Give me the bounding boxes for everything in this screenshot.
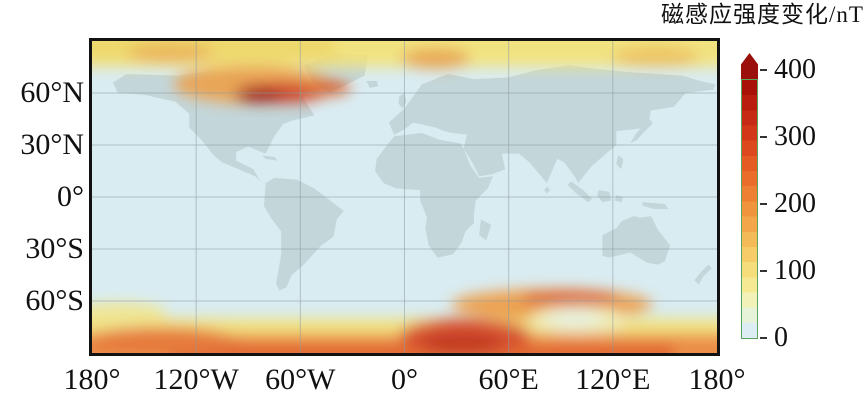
- lat-tick-label: 60°N: [20, 76, 84, 109]
- colorbar-tick-mark: [760, 337, 767, 339]
- colorbar-tick-mark: [760, 203, 767, 205]
- lon-tick-label: 60°W: [265, 363, 336, 396]
- figure-title: 磁感应强度变化/nT: [661, 2, 864, 27]
- colorbar-tick-mark: [760, 69, 767, 71]
- lon-tick-label: 0°: [391, 363, 418, 396]
- colorbar-gradient: [741, 79, 758, 339]
- heat-feature-nw-arctic-orange: [126, 42, 214, 64]
- heat-feature-east-siberia-yellow: [612, 46, 700, 67]
- colorbar-tick-label: 300: [774, 121, 816, 152]
- graticule-gridlines: [92, 41, 717, 353]
- lat-tick-label: 0°: [57, 180, 84, 213]
- heat-feature-hudson-red-core: [234, 88, 283, 103]
- heat-feature-west-antarctic-rise: [92, 302, 167, 324]
- colorbar-tick-label: 200: [774, 188, 816, 219]
- colorbar-tick-label: 400: [774, 54, 816, 85]
- lat-tick-label: 60°S: [25, 284, 84, 317]
- lon-tick-label: 180°: [688, 363, 746, 396]
- world-heatmap: [89, 38, 720, 356]
- longitude-axis: 180° 120°W 60°W 0° 60°E 120°E 180°: [64, 357, 746, 403]
- colorbar-arrow-cap: [741, 53, 758, 80]
- world-heatmap-svg: [92, 41, 717, 353]
- lat-tick-label: 30°N: [20, 128, 84, 161]
- heat-feature-pale-pocket: [546, 309, 603, 327]
- colorbar: 400 300 200 100 0: [741, 53, 816, 353]
- lon-tick-label: 60°E: [478, 363, 539, 396]
- continent-silhouettes: [112, 53, 716, 291]
- colorbar-tick-mark: [760, 270, 767, 272]
- lat-tick-label: 30°S: [25, 232, 84, 265]
- colorbar-tick-label: 100: [774, 255, 816, 286]
- colorbar-tick-label: 0: [774, 322, 788, 353]
- lon-tick-label: 120°W: [153, 363, 239, 396]
- heat-feature-scandinavia-orange: [401, 47, 471, 69]
- lon-tick-label: 120°E: [575, 363, 651, 396]
- heat-feature-south-red-core: [420, 333, 504, 353]
- colorbar-tick-mark: [760, 136, 767, 138]
- latitude-axis: 60°N 30°N 0° 30°S 60°S: [0, 41, 84, 353]
- heat-feature-left-south-orange: [92, 327, 240, 353]
- lon-tick-label: 180°: [63, 363, 121, 396]
- heat-feature-greenland-red-tail: [302, 80, 351, 96]
- heat-feature-south-arc-red: [520, 291, 619, 306]
